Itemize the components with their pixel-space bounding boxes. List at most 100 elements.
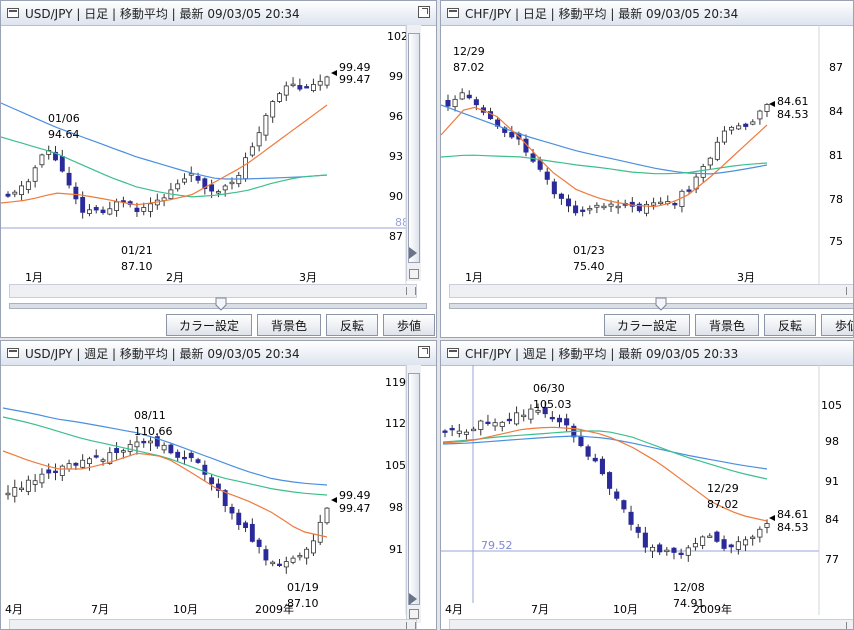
candle-body: [236, 512, 242, 525]
zoom-slider[interactable]: [449, 297, 853, 313]
candle-body: [87, 209, 92, 214]
candle-body: [270, 561, 276, 565]
step-button[interactable]: 歩値: [821, 314, 853, 336]
candle-body: [5, 193, 11, 197]
candle-body: [506, 418, 512, 422]
candle-body: [463, 431, 470, 435]
last-price-arrow-icon: [769, 515, 775, 521]
moving-average-mid: [442, 430, 768, 480]
slider-track: [449, 303, 853, 309]
slider-knob[interactable]: [655, 297, 667, 311]
candle-body: [565, 198, 572, 207]
candle-body: [256, 539, 262, 547]
y-tick-label: 112: [385, 417, 406, 430]
scroll-down-button[interactable]: [409, 269, 419, 279]
high-annotation-value: 94.64: [48, 128, 80, 141]
color-setting-button[interactable]: カラー設定: [166, 314, 252, 336]
candle-body: [114, 201, 120, 211]
x-tick-label: 7月: [531, 603, 549, 615]
invert-button[interactable]: 反転: [326, 314, 378, 336]
candle-body: [614, 491, 620, 499]
candle-body: [445, 99, 451, 107]
moving-average-long: [1, 102, 328, 180]
candle-body: [73, 186, 79, 200]
low-annotation-value: 75.40: [573, 260, 605, 273]
moving-average-mid: [2, 416, 328, 496]
candle-body: [277, 563, 282, 566]
candle-body: [649, 546, 656, 552]
step-button[interactable]: 歩値: [383, 314, 435, 336]
candle-body: [728, 544, 734, 548]
vertical-scrollbar[interactable]: [406, 365, 421, 623]
chart-panel-usdjpy-daily: USD/JPY | 日足 | 移動平均 | 最新 09/03/05 20:34 …: [0, 0, 437, 338]
candle-body: [657, 544, 663, 553]
horizontal-scrollbar[interactable]: [9, 619, 417, 629]
candle-body: [742, 539, 749, 546]
candle-body: [222, 185, 228, 191]
color-setting-button[interactable]: カラー設定: [604, 314, 690, 336]
horizontal-scrollbar[interactable]: [449, 284, 853, 298]
window-icon: [447, 8, 459, 18]
candlestick-chart: 88 102 99 96 93 90 87 1月 2月 3月 01/06 94.…: [1, 25, 409, 285]
x-tick-label: 3月: [737, 271, 755, 284]
low-annotation-date: 01/19: [287, 581, 319, 594]
high-annotation-date: 12/29: [453, 45, 485, 58]
moving-average-mid: [441, 154, 768, 175]
y-tick-label: 91: [389, 543, 403, 556]
high-annotation-value: 105.03: [533, 398, 572, 411]
candle-body: [743, 123, 749, 127]
candle-body: [19, 487, 25, 491]
candle-body: [25, 479, 31, 492]
low-annotation-date: 01/21: [121, 244, 153, 257]
x-tick-label: 1月: [25, 271, 43, 284]
candle-body: [100, 209, 106, 214]
scrollbar-thumb[interactable]: [408, 373, 420, 605]
x-tick-label: 4月: [445, 603, 463, 615]
scrollbar-thumb[interactable]: [408, 33, 420, 263]
chart-panel-usdjpy-weekly: USD/JPY | 週足 | 移動平均 | 最新 09/03/05 20:34 …: [0, 340, 437, 630]
x-tick-label: 10月: [173, 603, 198, 615]
y-tick-label: 105: [821, 399, 842, 412]
candle-body: [721, 539, 727, 549]
candle-body: [528, 408, 534, 420]
scroll-arrow-right-icon[interactable]: [409, 593, 417, 605]
panel-title: CHF/JPY | 日足 | 移動平均 | 最新 09/03/05 20:34: [465, 6, 739, 21]
mid-annotation-value: 87.02: [707, 498, 739, 511]
candle-body: [100, 459, 106, 462]
y-tick-label: 77: [825, 553, 839, 566]
horizontal-scrollbar[interactable]: [9, 284, 417, 298]
zoom-slider[interactable]: [9, 297, 427, 313]
maximize-icon[interactable]: [418, 346, 430, 358]
candle-body: [452, 98, 458, 108]
invert-button[interactable]: 反転: [764, 314, 816, 336]
moving-average-short: [2, 450, 328, 538]
candle-body: [558, 193, 564, 199]
high-annotation-date: 01/06: [48, 112, 80, 125]
window-icon: [7, 348, 19, 358]
maximize-icon[interactable]: [418, 6, 430, 18]
scroll-down-button[interactable]: [409, 609, 419, 619]
candle-body: [202, 464, 208, 475]
candle-body: [66, 463, 72, 470]
candle-body: [599, 458, 605, 475]
y-tick-label: 75: [829, 235, 843, 248]
candle-body: [120, 450, 126, 453]
candle-body: [107, 452, 113, 464]
candle-body: [161, 444, 167, 451]
panel-titlebar: USD/JPY | 週足 | 移動平均 | 最新 09/03/05 20:34: [1, 341, 436, 366]
candle-body: [134, 441, 140, 448]
candle-body: [297, 554, 303, 558]
candle-body: [615, 205, 621, 209]
background-color-button[interactable]: 背景色: [257, 314, 321, 336]
moving-average-long: [441, 104, 768, 175]
slider-knob[interactable]: [215, 297, 227, 311]
background-color-button[interactable]: 背景色: [695, 314, 759, 336]
horizontal-scrollbar[interactable]: [449, 619, 853, 629]
high-annotation-value: 110.66: [134, 425, 173, 438]
low-annotation-value: 87.10: [121, 260, 153, 273]
scroll-arrow-right-icon[interactable]: [409, 247, 417, 259]
vertical-scrollbar[interactable]: [406, 25, 421, 281]
candle-body: [324, 76, 330, 86]
candle-body: [93, 455, 99, 458]
candle-body: [707, 157, 713, 166]
